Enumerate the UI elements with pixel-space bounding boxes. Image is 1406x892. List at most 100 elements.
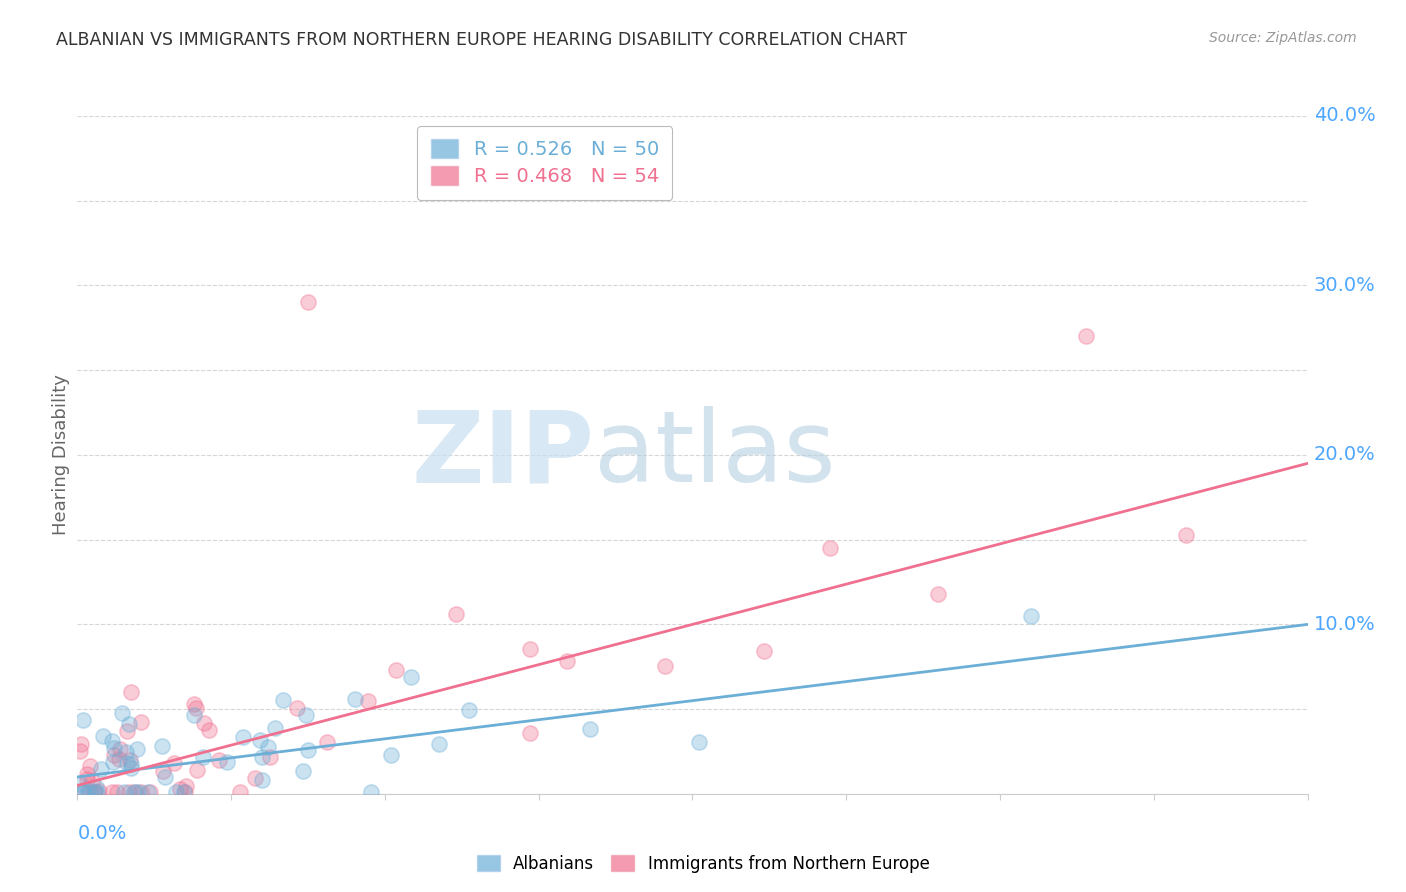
Point [191,750,214,764]
Point [90,762,112,776]
Point [153,770,176,784]
Point [399,670,422,684]
Point [111,706,134,721]
Point [86,785,108,799]
Point [271,693,294,707]
Text: 40.0%: 40.0% [1313,106,1375,126]
Point [152,764,174,778]
Point [169,781,191,796]
Point [139,785,162,799]
Point [112,785,135,799]
Point [384,663,406,677]
Point [129,785,152,799]
Point [79,759,101,773]
Text: ZIP: ZIP [411,407,595,503]
Text: 20.0%: 20.0% [1313,445,1375,465]
Text: ALBANIAN VS IMMIGRANTS FROM NORTHERN EUROPE HEARING DISABILITY CORRELATION CHART: ALBANIAN VS IMMIGRANTS FROM NORTHERN EUR… [56,31,907,49]
Point [250,750,273,764]
Point [198,723,221,737]
Point [292,764,315,779]
Point [84,785,107,799]
Point [215,755,238,769]
Point [654,659,676,673]
Point [118,785,141,799]
Point [444,607,467,621]
Point [357,694,380,708]
Point [150,739,173,753]
Point [163,756,186,771]
Legend: R = 0.526   N = 50, R = 0.468   N = 54: R = 0.526 N = 50, R = 0.468 N = 54 [418,126,672,200]
Point [1174,528,1197,542]
Point [101,785,124,799]
Point [519,642,541,657]
Point [72,713,94,727]
Point [820,541,842,555]
Point [72,785,94,799]
Point [84,780,107,794]
Point [316,735,339,749]
Point [245,771,267,785]
Point [343,691,366,706]
Point [84,785,107,799]
Point [114,745,136,759]
Point [69,744,91,758]
Point [1019,609,1042,624]
Point [1076,329,1098,343]
Point [72,784,94,798]
Text: Source: ZipAtlas.com: Source: ZipAtlas.com [1209,31,1357,45]
Point [457,703,479,717]
Legend: Albanians, Immigrants from Northern Europe: Albanians, Immigrants from Northern Euro… [470,848,936,880]
Text: 10.0%: 10.0% [1313,615,1375,634]
Point [184,701,207,715]
Point [115,723,138,738]
Point [79,785,101,799]
Point [183,697,205,711]
Point [228,785,250,799]
Point [250,773,273,788]
Point [77,784,100,798]
Point [70,737,93,751]
Point [519,725,541,739]
Point [115,756,138,770]
Point [297,742,319,756]
Point [103,747,125,762]
Point [83,785,105,799]
Point [360,785,382,799]
Point [125,741,148,756]
Point [101,755,124,769]
Point [427,737,450,751]
Point [105,785,128,799]
Point [297,295,319,310]
Point [120,756,142,771]
Point [165,785,187,799]
Point [124,785,146,799]
Point [259,750,281,764]
Point [108,752,131,766]
Point [76,772,98,786]
Point [120,753,142,767]
Point [101,734,124,748]
Point [183,707,205,722]
Text: 0.0%: 0.0% [77,824,127,844]
Text: atlas: atlas [595,407,835,503]
Point [557,654,579,668]
Point [249,733,271,747]
Point [124,785,146,799]
Point [87,784,110,798]
Point [380,747,402,762]
Point [103,740,125,755]
Point [82,773,104,788]
Point [173,785,195,799]
Point [186,763,208,777]
Point [256,740,278,755]
Point [174,785,197,799]
Point [76,767,98,781]
Point [193,715,215,730]
Point [108,742,131,756]
Point [579,722,602,736]
Point [120,761,142,775]
Point [93,729,115,743]
Point [131,714,153,729]
Point [208,753,231,767]
Point [232,730,254,744]
